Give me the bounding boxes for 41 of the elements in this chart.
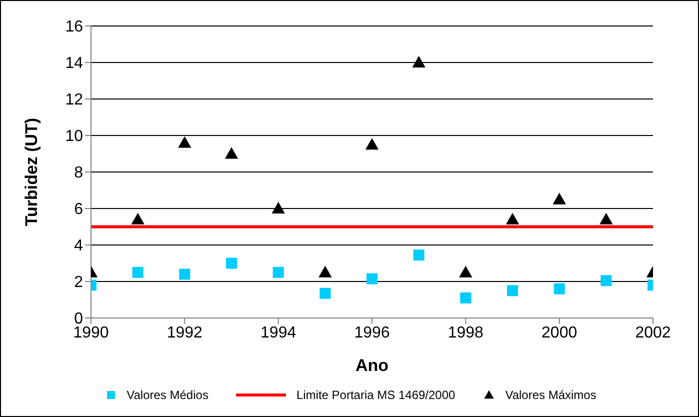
point [365, 138, 379, 150]
point [179, 268, 190, 280]
point [226, 258, 237, 269]
y-axis-title: Turbidez (UT) [22, 118, 42, 226]
point [552, 192, 566, 204]
point [272, 266, 284, 278]
point [412, 56, 426, 68]
point [178, 136, 192, 148]
point [318, 266, 332, 278]
y-tick-label: 12 [65, 92, 84, 109]
point [131, 212, 144, 224]
point [600, 212, 613, 224]
point [320, 288, 331, 299]
legend-label: Valores Médios [126, 388, 208, 402]
y-tick-label: 8 [74, 164, 84, 182]
y-tick-label: 14 [65, 55, 84, 72]
x-tick-label: 1996 [354, 324, 390, 342]
x-tick-label: 1992 [166, 324, 203, 342]
point [413, 250, 424, 261]
point [507, 285, 518, 296]
x-tick-label: 2000 [542, 324, 578, 342]
point [600, 275, 612, 286]
point [132, 266, 144, 278]
x-tick-label: 1998 [448, 324, 484, 342]
y-tick-label: 2 [74, 274, 84, 292]
y-tick-label: 10 [65, 128, 84, 146]
x-tick-label: 2002 [635, 324, 671, 342]
legend-label: Valores Máximos [505, 388, 596, 402]
x-tick-label: 1994 [260, 324, 296, 342]
point [224, 147, 238, 159]
y-tick-label: 16 [65, 18, 84, 36]
point [460, 292, 472, 304]
point [506, 212, 520, 224]
y-tick-label: 6 [74, 201, 84, 218]
x-axis-title: Ano [355, 356, 389, 375]
point [272, 202, 285, 214]
point [366, 273, 378, 284]
legend-label: Limite Portaria MS 1469/2000 [296, 388, 456, 402]
y-tick-label: 4 [74, 238, 84, 255]
point [459, 266, 472, 278]
point [554, 283, 565, 294]
